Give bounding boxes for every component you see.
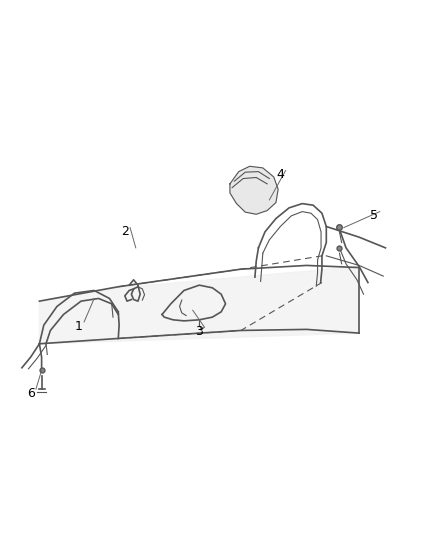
Polygon shape (39, 266, 359, 344)
Text: 5: 5 (371, 209, 378, 222)
Text: 4: 4 (276, 168, 284, 181)
Polygon shape (230, 166, 278, 214)
Text: 3: 3 (195, 325, 203, 338)
Text: 2: 2 (121, 225, 129, 238)
Text: 6: 6 (27, 387, 35, 400)
Text: 1: 1 (75, 320, 83, 333)
